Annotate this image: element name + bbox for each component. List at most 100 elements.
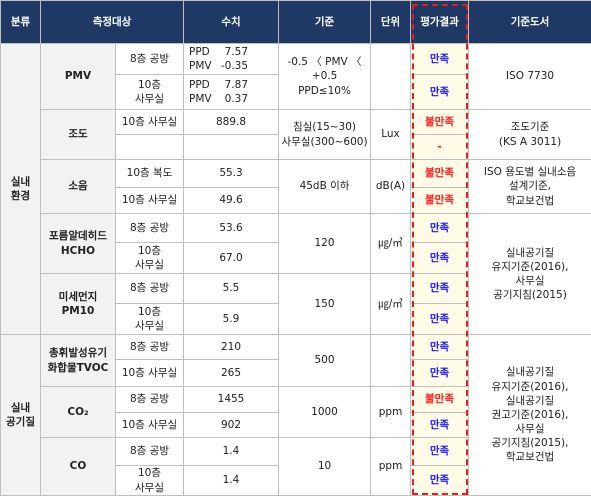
result-cell: 불만족 [410, 109, 470, 135]
location-cell: 10층 사무실 [114, 242, 185, 274]
value-cell: 1.4 [183, 465, 280, 496]
location-cell: 10층 사무실 [114, 359, 185, 387]
location-cell: 10층 사무실 [114, 303, 185, 335]
result-cell: 만족 [410, 334, 470, 360]
section-cell: 실내 공기질 [0, 334, 41, 496]
value-label: PMV [189, 60, 212, 72]
result-cell: 만족 [410, 437, 470, 466]
result-cell: 만족 [410, 303, 470, 335]
value-label: PMV [189, 93, 212, 105]
result-cell: - [410, 134, 470, 160]
location-cell: 8층 공방 [114, 43, 185, 75]
value-pair: PPD 7.57 [186, 45, 276, 59]
result-cell: 만족 [410, 213, 470, 243]
table-row: 10층 사무실 265 만족 [1, 359, 591, 387]
result-cell: 만족 [410, 465, 470, 496]
location-cell: 8층 공방 [114, 334, 185, 360]
value-cell [183, 134, 280, 160]
result-cell: 만족 [410, 242, 470, 274]
unit-cell: dB(A) [370, 159, 412, 214]
table-row: 실내 공기질 총휘발성유기 화합물TVOC 8층 공방 210 500 만족 실내공기질 유… [0, 334, 591, 496]
header-cell: 분류 [0, 0, 41, 44]
section-cell: 실내 환경 [0, 43, 41, 335]
item-cell: 소음 [40, 159, 116, 214]
value-cell: 53.6 [183, 213, 280, 243]
value-cell: 889.8 [183, 109, 280, 135]
header-cell: 단위 [370, 0, 412, 44]
location-cell: 10층 사무실 [114, 109, 185, 135]
location-cell: 8층 공방 [114, 213, 185, 243]
item-cell: 미세먼지 PM10 [40, 273, 116, 335]
value-cell: PPD 7.57 PMV -0.35 [183, 43, 280, 75]
value-cell: PPD 7.87 PMV 0.37 [183, 74, 280, 110]
value-cell: 67.0 [183, 242, 280, 274]
value-label: PPD [189, 78, 210, 91]
value-cell: 902 [183, 412, 280, 438]
unit-cell: ppm [370, 386, 412, 438]
item-cell: 총휘발성유기 화합물TVOC [40, 334, 116, 387]
table-row: 10층 사무실 PPD 7.87 PMV 0.37 만족 [1, 74, 591, 110]
item-cell: 포름알데히드 HCHO [40, 213, 116, 274]
result-cell: 만족 [410, 412, 470, 438]
table-row: CO 8층 공방 1.4 10 ppm 만족 [1, 437, 591, 496]
standard-cell: 150 [278, 273, 372, 335]
unit-cell: ㎍/㎥ [370, 213, 412, 274]
result-cell: 불만족 [410, 159, 470, 188]
standard-cell: 45dB 이하 [278, 159, 372, 214]
value-label: PPD [189, 45, 210, 58]
location-cell: 10층 복도 [114, 159, 185, 188]
location-cell: 8층 공방 [114, 437, 185, 466]
value-cell: 5.5 [183, 273, 280, 304]
standard-cell: -0.5 〈 PMV 〈 +0.5 PPD≤10% [278, 43, 372, 110]
table-row: 실내 환경 PMV 8층 공방 PPD 7.57 PMV -0.35 -0.5 〈 PMV 〈… [0, 43, 591, 335]
reference-cell: 조도기준 (KS A 3011) [468, 109, 591, 160]
item-cell: 조도 [40, 109, 116, 160]
result-cell: 만족 [410, 359, 470, 387]
header-cell: 수치 [183, 0, 280, 44]
location-cell: 10층 사무실 [114, 412, 185, 438]
value-cell: 55.3 [183, 159, 280, 188]
location-cell [114, 134, 185, 160]
header-cell: 기준 [278, 0, 372, 44]
value-pair: PPD 7.87 [186, 78, 276, 92]
value-number: 7.87 [224, 78, 249, 91]
unit-cell: ㎍/㎥ [370, 273, 412, 335]
item-cell: CO [40, 437, 116, 496]
value-number: 0.37 [224, 93, 249, 105]
reference-cell: ISO 7730 [468, 43, 591, 110]
table-row: - [1, 134, 591, 160]
result-cell: 만족 [410, 273, 470, 304]
standard-cell: 10 [278, 437, 372, 496]
header-cell: 측정대상 [39, 0, 185, 44]
location-cell: 8층 공방 [114, 386, 185, 413]
header-row: 분류 측정대상 수치 기준 단위 평가결과 기준도서 [0, 0, 591, 44]
result-cell: 만족 [410, 43, 470, 75]
location-cell: 8층 공방 [114, 273, 185, 304]
reference-cell: 실내공기질 유지기준(2016), 실내공기질 권고기준(2016), 사무실 … [468, 334, 591, 496]
value-number: -0.35 [220, 60, 249, 72]
value-cell: 210 [183, 334, 280, 360]
table-row: 10층 사무실 5.9 만족 [1, 303, 591, 335]
table-row: 10층 사무실 1.4 만족 [1, 465, 591, 496]
value-cell: 1455 [183, 386, 280, 413]
header-cell: 평가결과 [410, 0, 470, 44]
table-row: 소음 10층 복도 55.3 45dB 이하 dB(A) 불만족 ISO 용도별 실내소음 … [1, 159, 591, 214]
location-cell: 10층 사무실 [114, 465, 185, 496]
standard-cell: 500 [278, 334, 372, 387]
unit-cell: ppm [370, 437, 412, 496]
standard-cell: 침실(15~30) 사무실(300~600) [278, 109, 372, 160]
unit-cell [370, 43, 412, 110]
table-row: 포름알데히드 HCHO 8층 공방 53.6 120 ㎍/㎥ 만족 실내공기질 유지기준(2… [1, 213, 591, 335]
header-cell: 기준도서 [468, 0, 591, 44]
value-cell: 5.9 [183, 303, 280, 335]
standard-cell: 120 [278, 213, 372, 274]
standard-cell: 1000 [278, 386, 372, 438]
item-cell: CO₂ [40, 386, 116, 438]
value-pair: PMV -0.35 [186, 59, 276, 73]
reference-cell: 실내공기질 유지기준(2016), 사무실 공기지침(2015) [468, 213, 591, 335]
result-cell: 만족 [410, 74, 470, 110]
reference-cell: ISO 용도별 실내소음 설계기준, 학교보건법 [468, 159, 591, 214]
value-cell: 265 [183, 359, 280, 387]
